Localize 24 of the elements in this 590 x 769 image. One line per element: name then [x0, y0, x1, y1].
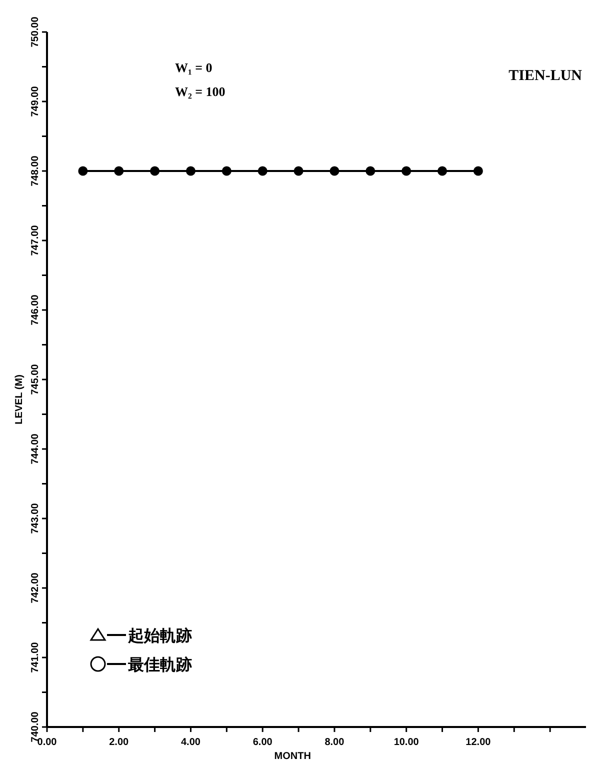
x-tick-label: 6.00: [252, 737, 273, 748]
y-tick-label: 750.00: [30, 16, 41, 48]
y-tick-label: 747.00: [30, 224, 41, 256]
y-tick-label: 744.00: [30, 433, 41, 464]
y-tick-label: 745.00: [30, 364, 41, 395]
x-tick-label: 2.00: [109, 737, 130, 748]
annotation: W₂ = 100: [175, 84, 226, 99]
y-axis-title: LEVEL (M): [14, 374, 25, 424]
x-tick-label: 12.00: [466, 737, 492, 748]
x-axis-title: MONTH: [274, 751, 311, 762]
x-tick-label: 4.00: [181, 737, 201, 748]
y-tick-label: 746.00: [30, 294, 41, 326]
y-tick-label: 748.00: [30, 155, 41, 186]
x-tick-label: 10.00: [394, 737, 420, 748]
y-tick-label: 742.00: [30, 572, 41, 604]
x-tick-label: 8.00: [324, 737, 345, 748]
text: TIEN-LUN: [508, 68, 582, 84]
y-tick-label: 741.00: [30, 642, 41, 673]
x-tick-label: 0.00: [37, 737, 58, 748]
legend-label: 起始軌跡: [127, 627, 192, 645]
y-tick-label: 749.00: [30, 86, 41, 117]
annotation: W₁ = 0: [175, 60, 212, 75]
y-tick-label: 743.00: [30, 502, 41, 534]
legend-label: 最佳軌跡: [127, 656, 192, 674]
